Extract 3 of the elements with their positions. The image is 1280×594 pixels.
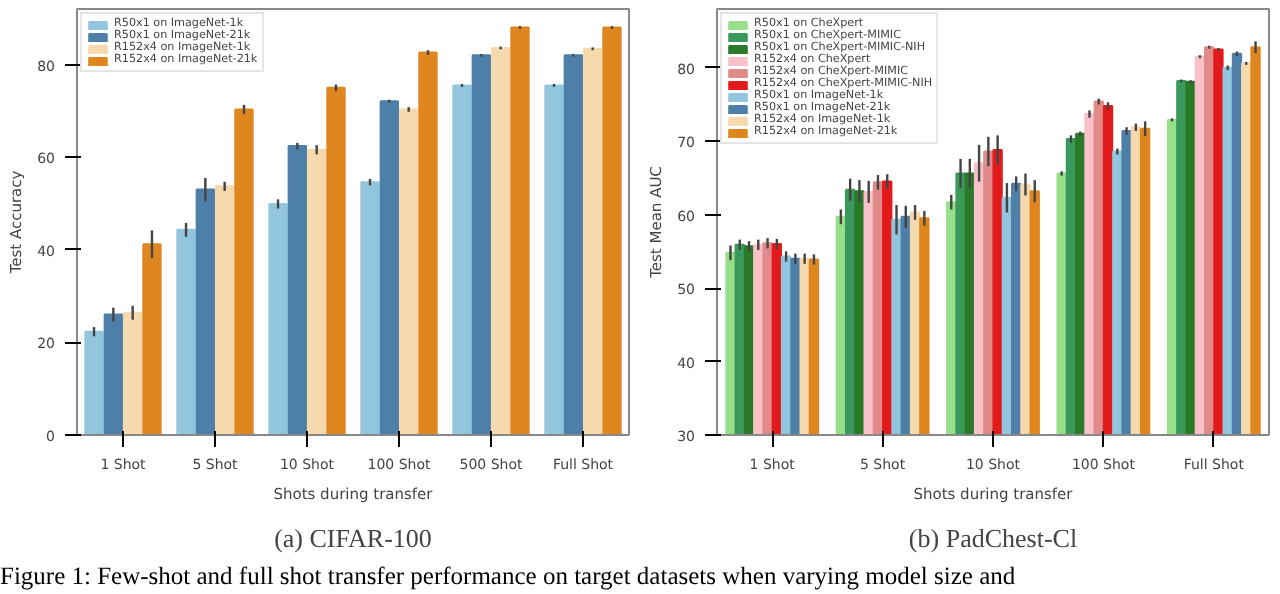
caption: Figure 1: Few-shot and full shot transfer performance on target datasets when varying model size and: [0, 562, 1016, 590]
text: (a) CIFAR-100: [274, 523, 432, 553]
text: (b) PadChest-Cl: [908, 523, 1078, 553]
